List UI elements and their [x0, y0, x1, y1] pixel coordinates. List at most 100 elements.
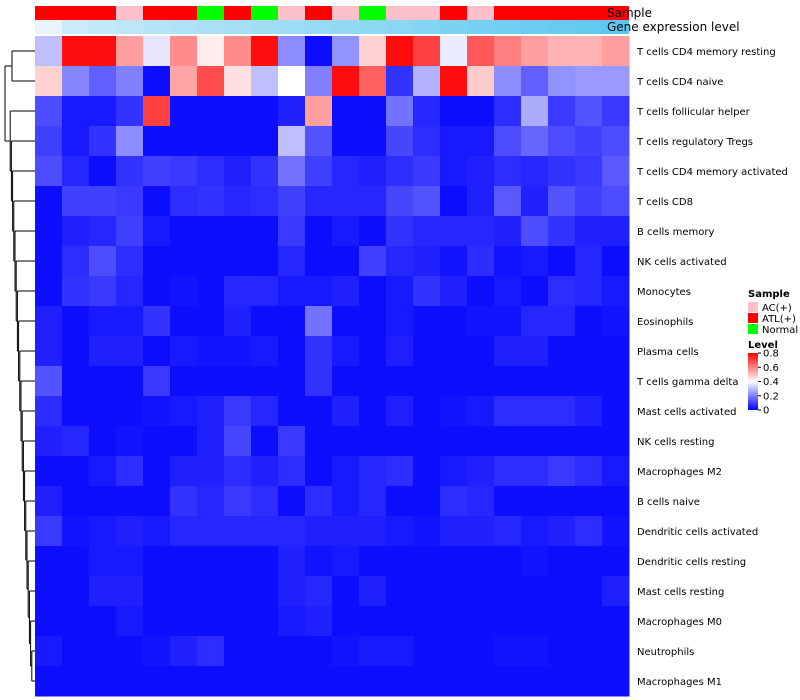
heatmap-cell	[386, 486, 414, 517]
expression-annotation-cell	[143, 20, 170, 34]
heatmap-cell	[548, 636, 576, 667]
sample-annotation-cell	[116, 6, 143, 20]
heatmap-cell	[602, 126, 630, 157]
heatmap-cell	[305, 216, 333, 247]
heatmap-cell	[116, 66, 144, 97]
heatmap-cell	[62, 276, 90, 307]
heatmap-cell	[35, 336, 63, 367]
heatmap-cell	[359, 666, 387, 697]
heatmap-cell	[197, 276, 225, 307]
heatmap-cell	[251, 36, 279, 67]
heatmap-cell	[197, 636, 225, 667]
heatmap-cell	[548, 516, 576, 547]
heatmap-cell	[170, 336, 198, 367]
heatmap-cell	[197, 336, 225, 367]
heatmap-cell	[440, 66, 468, 97]
heatmap-cell	[116, 96, 144, 127]
heatmap-cell	[143, 456, 171, 487]
heatmap-cell	[440, 666, 468, 697]
heatmap-cell	[170, 216, 198, 247]
heatmap-cell	[467, 276, 495, 307]
heatmap-cell	[89, 486, 117, 517]
heatmap-cell	[170, 516, 198, 547]
heatmap-cell	[305, 366, 333, 397]
heatmap-cell	[386, 66, 414, 97]
heatmap-cell	[413, 396, 441, 427]
heatmap-cell	[224, 246, 252, 277]
heatmap-cell	[251, 306, 279, 337]
heatmap-cell	[575, 366, 603, 397]
heatmap-cell	[467, 396, 495, 427]
sample-annotation-cell	[35, 6, 62, 20]
heatmap-cell	[197, 126, 225, 157]
heatmap-cell	[467, 156, 495, 187]
heatmap-cell	[575, 246, 603, 277]
heatmap-cell	[143, 126, 171, 157]
heatmap-cell	[440, 546, 468, 577]
sample-annotation-cell	[62, 6, 89, 20]
heatmap-cell	[278, 486, 306, 517]
heatmap-cell	[278, 666, 306, 697]
heatmap-cell	[413, 186, 441, 217]
heatmap-cell	[197, 666, 225, 697]
heatmap-cell	[35, 456, 63, 487]
heatmap-cell	[386, 216, 414, 247]
heatmap-cell	[494, 216, 522, 247]
heatmap-cell	[278, 426, 306, 457]
heatmap-cell	[197, 576, 225, 607]
heatmap-cell	[89, 366, 117, 397]
heatmap-cell	[170, 546, 198, 577]
heatmap-cell	[305, 126, 333, 157]
expression-annotation-cell	[89, 20, 116, 34]
heatmap-cell	[413, 366, 441, 397]
heatmap-cell	[440, 576, 468, 607]
heatmap-cell	[170, 366, 198, 397]
row-label: T cells CD8	[636, 197, 693, 208]
heatmap-cell	[143, 606, 171, 637]
heatmap-cell	[467, 666, 495, 697]
heatmap-cell	[332, 66, 360, 97]
expression-annotation-cell	[494, 20, 521, 34]
heatmap-cell	[359, 306, 387, 337]
heatmap-cell	[359, 456, 387, 487]
heatmap-cell	[467, 486, 495, 517]
heatmap-cell	[440, 636, 468, 667]
heatmap-cell	[116, 456, 144, 487]
heatmap-cell	[116, 156, 144, 187]
heatmap-cell	[521, 246, 549, 277]
expression-annotation-bar	[35, 20, 629, 34]
heatmap-cell	[386, 516, 414, 547]
sample-annotation-cell	[251, 6, 278, 20]
sample-legend-title: Sample	[748, 289, 790, 300]
heatmap-cell	[278, 276, 306, 307]
heatmap-cell	[359, 366, 387, 397]
heatmap-cell	[413, 486, 441, 517]
heatmap-cell	[359, 246, 387, 277]
heatmap-cell	[170, 156, 198, 187]
heatmap-cell	[494, 246, 522, 277]
sample-annotation-cell	[413, 6, 440, 20]
heatmap-cell	[413, 606, 441, 637]
heatmap-cell	[305, 66, 333, 97]
heatmap-cell	[116, 366, 144, 397]
heatmap-cell	[602, 396, 630, 427]
heatmap-cell	[413, 576, 441, 607]
expression-annotation-cell	[575, 20, 602, 34]
heatmap-cell	[197, 96, 225, 127]
heatmap-cell	[89, 186, 117, 217]
heatmap-cell	[251, 606, 279, 637]
heatmap-cell	[170, 96, 198, 127]
level-legend-tick-label: 0.8	[763, 349, 779, 360]
expression-annotation-cell	[251, 20, 278, 34]
heatmap-cell	[251, 516, 279, 547]
heatmap-cell	[548, 306, 576, 337]
heatmap-cell	[143, 36, 171, 67]
heatmap-cell	[440, 306, 468, 337]
heatmap-cell	[332, 666, 360, 697]
heatmap-cell	[224, 96, 252, 127]
heatmap-cell	[467, 336, 495, 367]
heatmap-cell	[305, 456, 333, 487]
heatmap-cell	[332, 186, 360, 217]
row-label: T cells gamma delta	[636, 377, 738, 388]
